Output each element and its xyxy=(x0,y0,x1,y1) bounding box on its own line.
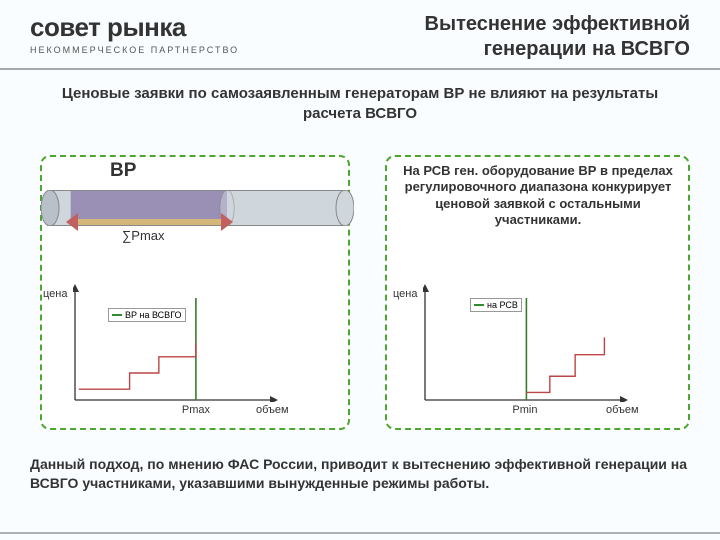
left-chart-legend: ВР на ВСВГО xyxy=(108,308,186,322)
logo: совет рынка НЕКОММЕРЧЕСКОЕ ПАРТНЕРСТВО xyxy=(30,12,360,62)
right-panel-body: На РСВ ген. оборудование ВР в пределах р… xyxy=(398,163,678,228)
left-chart-ylabel: цена xyxy=(43,288,68,300)
sigma-pmax-label: ∑Pmax xyxy=(122,228,165,243)
right-chart-ylabel: цена xyxy=(393,288,418,300)
footnote: Данный подход, по мнению ФАС России, при… xyxy=(30,455,690,493)
subheading: Ценовые заявки по самозаявленным генерат… xyxy=(0,70,720,133)
logo-main: совет рынка xyxy=(30,12,360,43)
left-chart xyxy=(73,280,282,402)
header: совет рынка НЕКОММЕРЧЕСКОЕ ПАРТНЕРСТВО В… xyxy=(0,0,720,70)
left-chart-xlabel: объем xyxy=(256,404,289,416)
right-chart-legend: на РСВ xyxy=(470,298,522,312)
right-chart xyxy=(423,280,632,402)
left-chart-xpos: Pmax xyxy=(182,404,210,416)
slide-title: Вытеснение эффективной генерации на ВСВГ… xyxy=(360,12,690,62)
right-chart-xlabel: объем xyxy=(606,404,639,416)
right-chart-xpos: Pmin xyxy=(512,404,537,416)
bottom-border xyxy=(0,532,720,534)
left-panel-title: ВР xyxy=(110,160,136,182)
logo-sub: НЕКОММЕРЧЕСКОЕ ПАРТНЕРСТВО xyxy=(30,45,360,55)
